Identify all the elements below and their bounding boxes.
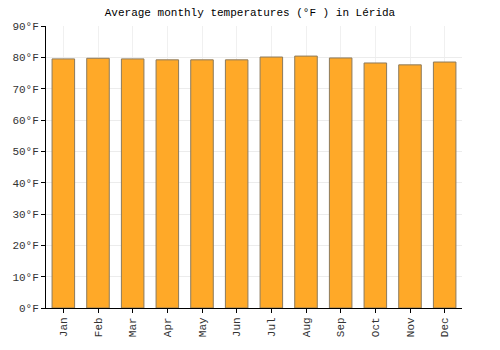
svg-text:10°F: 10°F xyxy=(12,272,38,284)
svg-text:80°F: 80°F xyxy=(12,52,38,64)
svg-text:40°F: 40°F xyxy=(12,178,38,190)
svg-text:Aug: Aug xyxy=(301,317,313,337)
svg-text:Average monthly temperatures (: Average monthly temperatures (°F ) in Lé… xyxy=(105,7,396,19)
svg-text:Jul: Jul xyxy=(266,317,278,337)
svg-text:60°F: 60°F xyxy=(12,115,38,127)
svg-text:90°F: 90°F xyxy=(12,21,38,33)
svg-text:Feb: Feb xyxy=(93,317,105,337)
svg-text:Sep: Sep xyxy=(335,317,347,337)
svg-text:May: May xyxy=(197,317,209,337)
svg-text:Oct: Oct xyxy=(370,317,382,337)
svg-text:Jan: Jan xyxy=(58,317,70,337)
svg-text:20°F: 20°F xyxy=(12,240,38,252)
svg-text:30°F: 30°F xyxy=(12,209,38,221)
svg-text:70°F: 70°F xyxy=(12,84,38,96)
svg-text:Apr: Apr xyxy=(162,317,174,337)
svg-text:Dec: Dec xyxy=(439,317,451,337)
svg-text:Jun: Jun xyxy=(231,317,243,337)
svg-text:50°F: 50°F xyxy=(12,146,38,158)
svg-text:Nov: Nov xyxy=(405,317,417,337)
svg-text:0°F: 0°F xyxy=(19,303,39,315)
svg-text:Mar: Mar xyxy=(127,317,139,337)
